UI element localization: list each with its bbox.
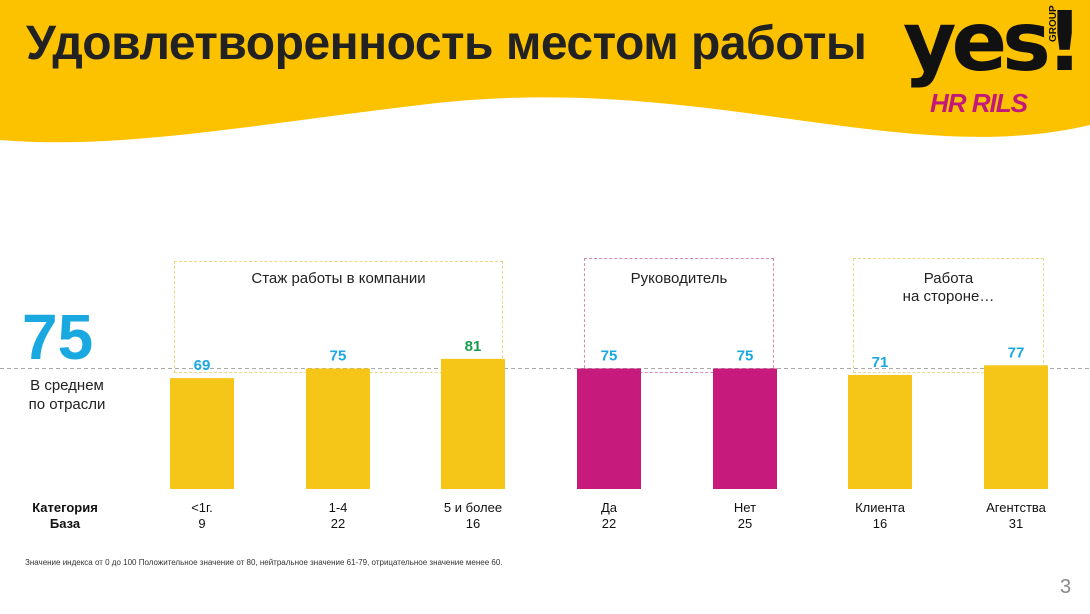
bar-5 (848, 374, 912, 489)
industry-average-value: 75 (22, 301, 94, 373)
industry-average-label: В среднем по отрасли (22, 376, 112, 414)
company-logo: yes! (903, 0, 1083, 90)
group-label-side-work-line1: Работа (923, 270, 974, 287)
category-label-6: Агентства 31 (961, 500, 1071, 532)
category-label-4: Нет 25 (690, 500, 800, 532)
group-box-side-work (853, 258, 1044, 373)
group-label-manager: Руководитель (630, 270, 728, 287)
category-name: 1-4 (328, 500, 348, 515)
bar-6 (984, 365, 1048, 489)
bar-value-label-3: 75 (601, 347, 618, 364)
bar-2 (441, 358, 505, 489)
category-base: 25 (737, 516, 753, 531)
category-name: Клиента (855, 500, 905, 515)
group-box-manager (584, 258, 774, 373)
category-base: 9 (198, 516, 206, 531)
bar-value-label-4: 75 (737, 347, 754, 364)
industry-average-label-line1: В среднем (30, 377, 104, 394)
category-base: 16 (465, 516, 481, 531)
category-name: Нет (733, 500, 757, 515)
bar-value-label-5: 71 (872, 354, 889, 371)
category-base: 22 (330, 516, 346, 531)
page-title: Удовлетворенность местом работы (26, 17, 867, 70)
category-label-2: 5 и более 16 (418, 500, 528, 532)
header-banner (0, 0, 1090, 143)
bar-value-label-1: 75 (330, 347, 347, 364)
bar-value-label-0: 69 (194, 357, 211, 374)
bar-3 (577, 368, 641, 489)
page-number: 3 (1060, 576, 1072, 598)
footnote: Значение индекса от 0 до 100 Положительн… (25, 558, 503, 567)
category-label-0: <1г. 9 (147, 500, 257, 532)
industry-average-label-line2: по отрасли (28, 396, 106, 413)
bar-1 (306, 368, 370, 489)
group-label-side-work: Работа на стороне… (853, 270, 1044, 306)
group-label-side-work-line2: на стороне… (902, 288, 995, 305)
category-name: Агентства (986, 500, 1046, 515)
category-base: 31 (1008, 516, 1024, 531)
category-label-3: Да 22 (554, 500, 664, 532)
category-header: Категория (32, 500, 98, 515)
bar-value-label-2: 81 (465, 338, 482, 355)
bar-4 (713, 368, 777, 489)
bar-value-label-6: 77 (1008, 344, 1025, 361)
category-base: 22 (601, 516, 617, 531)
group-label-tenure: Стаж работы в компании (251, 270, 426, 287)
category-label-1: 1-4 22 (283, 500, 393, 532)
bar-0 (170, 378, 234, 489)
category-name: Да (600, 500, 618, 515)
logo-sub-brand: HR RILS (930, 88, 1028, 118)
category-base: 16 (872, 516, 888, 531)
category-name: 5 и более (443, 500, 503, 515)
base-header: База (49, 516, 81, 531)
axis-header: Категория База (22, 500, 108, 532)
category-name: <1г. (191, 500, 213, 515)
category-label-5: Клиента 16 (825, 500, 935, 532)
